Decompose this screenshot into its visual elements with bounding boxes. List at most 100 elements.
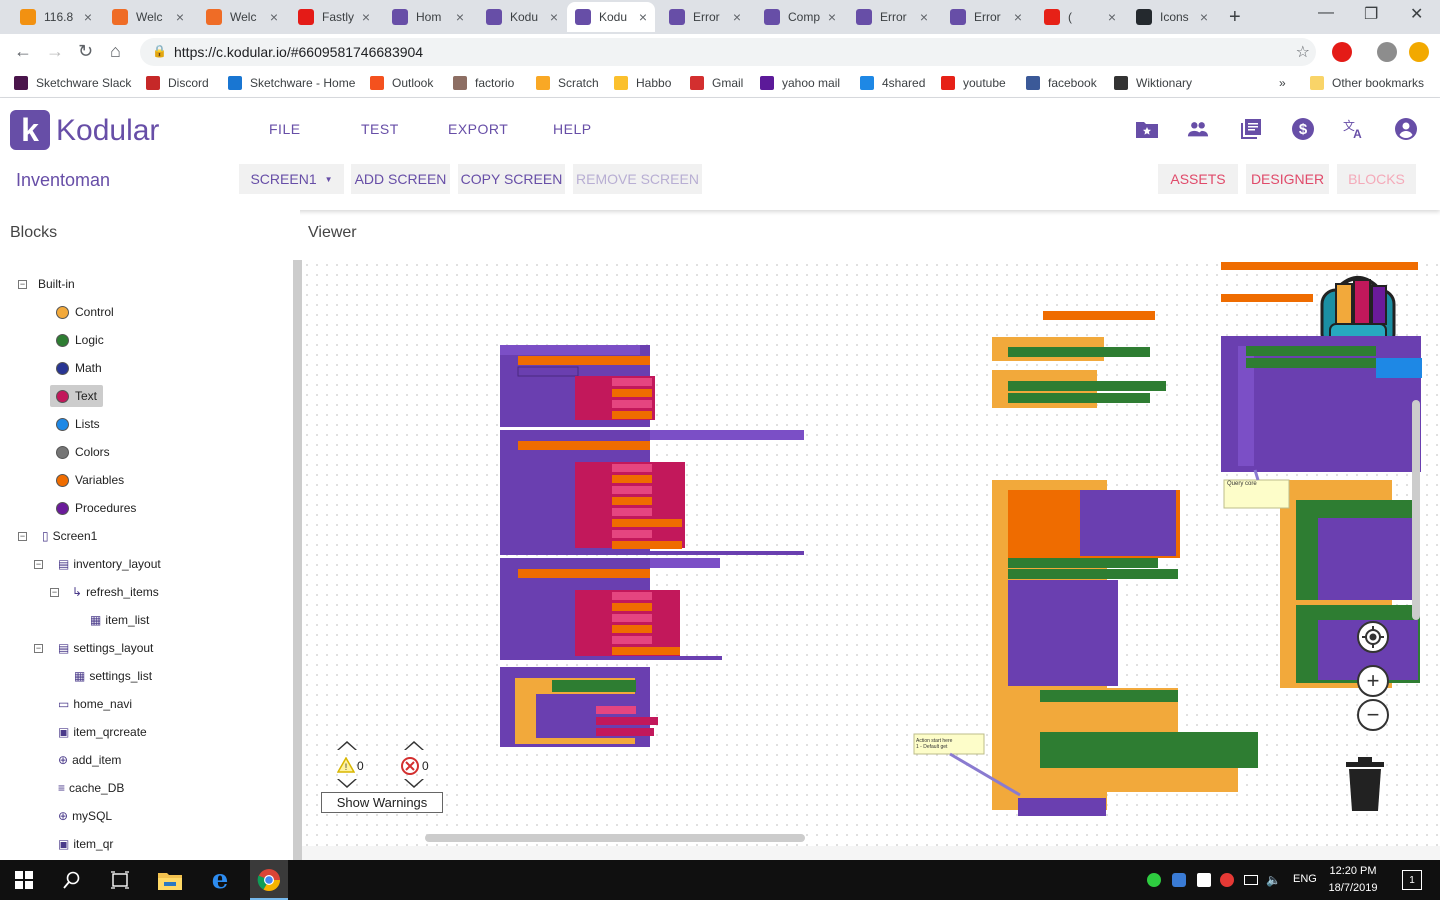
tray-app-icon[interactable] [1172, 873, 1186, 887]
bookmark-item[interactable]: 4shared [860, 76, 925, 90]
builtin-node[interactable]: Built-in [38, 277, 75, 291]
browser-tab[interactable]: Error × [848, 2, 936, 32]
browser-tab[interactable]: 116.8 × [12, 2, 100, 32]
menu-test[interactable]: TEST [361, 121, 399, 137]
close-tab-icon[interactable]: × [638, 9, 647, 25]
add-screen-button[interactable]: ADD SCREEN [351, 164, 450, 194]
taskbar-clock[interactable]: 12:20 PM 18/7/2019 [1322, 863, 1384, 897]
show-warnings-button[interactable]: Show Warnings [321, 792, 443, 813]
bookmark-item[interactable]: Sketchware - Home [228, 76, 355, 90]
component-node[interactable]: ▤ settings_layout [58, 641, 153, 655]
bookmark-item[interactable]: Wiktionary [1114, 76, 1192, 90]
trash-can-icon[interactable] [1344, 756, 1386, 812]
tree-collapse-toggle[interactable]: − [50, 587, 59, 597]
comment-query-core[interactable]: Query core [1227, 481, 1257, 487]
search-icon[interactable] [60, 868, 84, 892]
close-tab-icon[interactable]: × [269, 9, 278, 25]
menu-help[interactable]: HELP [553, 121, 592, 137]
community-icon[interactable] [1187, 118, 1209, 140]
component-node[interactable]: ▦ settings_list [74, 669, 152, 683]
browser-tab[interactable]: Comp × [756, 2, 844, 32]
bookmark-item[interactable]: Habbo [614, 76, 671, 90]
notification-center-icon[interactable]: 1 [1402, 870, 1422, 890]
vertical-scrollbar[interactable] [1412, 400, 1420, 620]
assets-button[interactable]: ASSETS [1158, 164, 1238, 194]
bookmarks-overflow-button[interactable]: » [1279, 76, 1286, 90]
procedure-block-select-where-order[interactable] [500, 430, 804, 555]
close-tab-icon[interactable]: × [732, 9, 741, 25]
browser-tab[interactable]: (× [1036, 2, 1124, 32]
browser-tab[interactable]: Hom × [384, 2, 472, 32]
browser-tab[interactable]: Kodu × [567, 2, 655, 32]
close-window-button[interactable]: ✕ [1410, 6, 1424, 23]
builtin-drawer-text[interactable]: Text [50, 385, 104, 407]
close-tab-icon[interactable]: × [549, 9, 558, 25]
bookmark-item[interactable]: facebook [1026, 76, 1097, 90]
component-node[interactable]: ▭ home_navi [58, 697, 132, 711]
copy-screen-button[interactable]: COPY SCREEN [458, 164, 565, 194]
builtin-drawer-variables[interactable]: Variables [56, 473, 124, 487]
component-node[interactable]: ↳ refresh_items [72, 585, 159, 599]
tree-collapse-toggle[interactable]: − [34, 559, 43, 569]
maximize-button[interactable]: ❐ [1364, 6, 1379, 23]
builtin-drawer-lists[interactable]: Lists [56, 417, 100, 431]
tray-opera-icon[interactable] [1220, 873, 1234, 887]
new-tab-button[interactable]: + [1229, 6, 1241, 28]
component-node[interactable]: ▣ item_qr [58, 837, 113, 851]
other-bookmarks[interactable]: Other bookmarks [1310, 76, 1424, 90]
reload-button[interactable]: ↻ [78, 41, 94, 61]
component-node[interactable]: ⊕ mySQL [58, 809, 112, 823]
address-bar[interactable]: 🔒 https://c.kodular.io/#6609581746683904… [140, 38, 1316, 66]
designer-button[interactable]: DESIGNER [1246, 164, 1329, 194]
remove-screen-button[interactable]: REMOVE SCREEN [573, 164, 702, 194]
minimize-button[interactable]: — [1318, 4, 1334, 21]
task-view-icon[interactable] [108, 868, 132, 892]
screen-initialize-event-block[interactable] [992, 480, 1258, 816]
error-prev-arrow-icon[interactable] [404, 741, 424, 750]
back-button[interactable]: ← [14, 41, 32, 61]
tree-collapse-toggle[interactable]: − [34, 643, 43, 653]
library-icon[interactable] [1240, 118, 1262, 140]
bookmark-item[interactable]: youtube [941, 76, 1006, 90]
browser-tab[interactable]: Welc × [198, 2, 286, 32]
tray-security-icon[interactable] [1147, 873, 1161, 887]
timer-event-block[interactable] [992, 370, 1166, 408]
windows-start-icon[interactable] [12, 868, 36, 892]
browser-tab[interactable]: Icons × [1128, 2, 1216, 32]
error-next-arrow-icon[interactable] [404, 779, 424, 788]
zoom-out-button[interactable]: − [1357, 699, 1389, 731]
close-tab-icon[interactable]: × [1107, 9, 1116, 25]
projects-folder-icon[interactable] [1136, 118, 1158, 140]
close-tab-icon[interactable]: × [83, 9, 92, 25]
tree-collapse-toggle[interactable]: − [18, 531, 27, 541]
recenter-target-icon[interactable] [1357, 621, 1389, 653]
collapse-builtin-toggle[interactable]: − [18, 279, 27, 289]
bookmark-item[interactable]: Outlook [370, 76, 433, 90]
browser-tab[interactable]: Error × [661, 2, 749, 32]
bookmark-item[interactable]: Sketchware Slack [14, 76, 131, 90]
bookmark-star-icon[interactable]: ☆ [1295, 44, 1310, 61]
extension-icon[interactable] [1377, 42, 1397, 62]
component-node[interactable]: ▤ inventory_layout [58, 557, 161, 571]
close-tab-icon[interactable]: × [1199, 9, 1208, 25]
builtin-drawer-logic[interactable]: Logic [56, 333, 104, 347]
builtin-drawer-math[interactable]: Math [56, 361, 102, 375]
tray-network-icon[interactable] [1244, 875, 1258, 885]
tray-music-icon[interactable] [1197, 873, 1211, 887]
bookmark-item[interactable]: factorio [453, 76, 514, 90]
component-node[interactable]: ▣ item_qrcreate [58, 725, 147, 739]
menu-export[interactable]: EXPORT [448, 121, 509, 137]
tray-volume-icon[interactable]: 🔈 [1266, 873, 1281, 887]
home-navi-item-selected-block[interactable] [1280, 480, 1420, 688]
browser-tab[interactable]: Kodu × [478, 2, 566, 32]
bookmark-item[interactable]: Gmail [690, 76, 743, 90]
refresh-event-block[interactable] [992, 337, 1150, 361]
browser-tab[interactable]: Welc × [104, 2, 192, 32]
donate-dollar-icon[interactable]: $ [1292, 118, 1314, 140]
close-tab-icon[interactable]: × [175, 9, 184, 25]
kodular-brand[interactable]: Kodular [56, 114, 160, 147]
chrome-icon[interactable] [257, 868, 281, 892]
language-indicator[interactable]: ENG [1293, 873, 1317, 885]
procedure-block-select[interactable] [500, 345, 655, 427]
